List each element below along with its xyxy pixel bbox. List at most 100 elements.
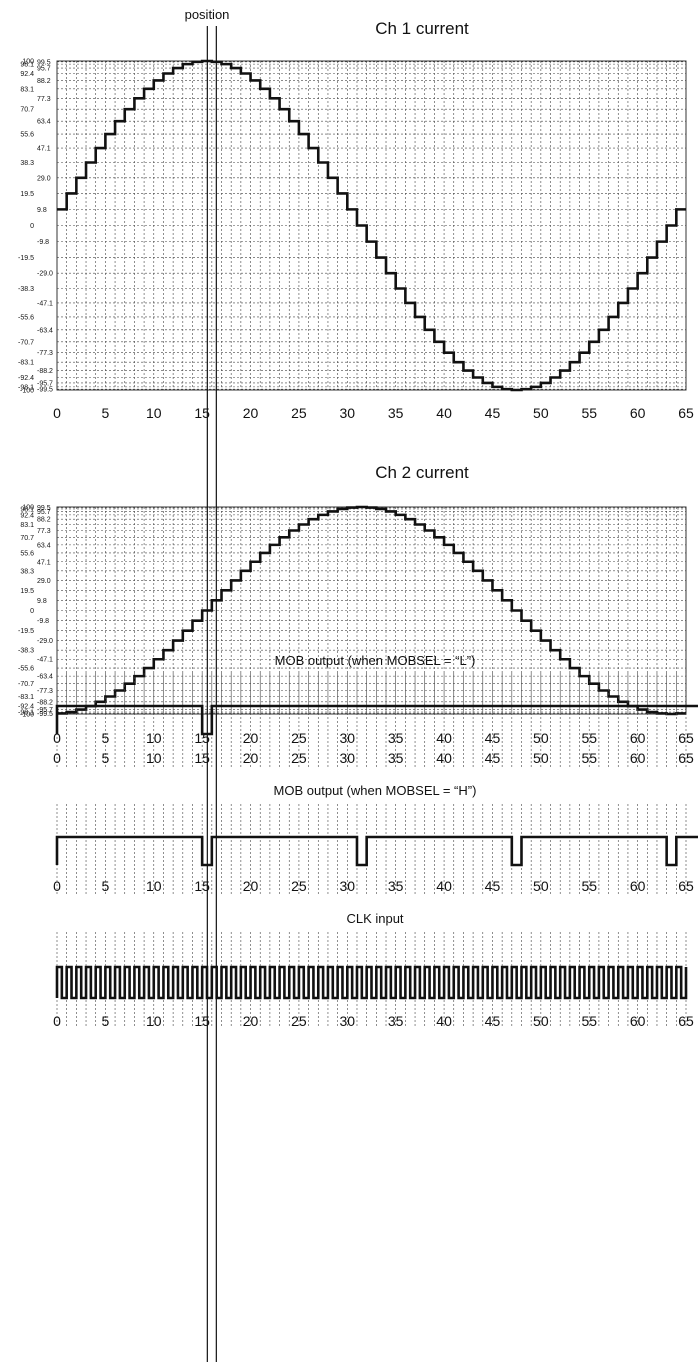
ch1-x-tick-label: 35 [388, 405, 404, 421]
ch2-y-tick-label: -70.7 [18, 681, 34, 688]
ch2-y-tick-label: 70.7 [20, 535, 34, 542]
ch2-y-tick-label: 9.8 [37, 598, 47, 605]
clk-x-tick-label: 40 [436, 1013, 452, 1029]
mob-output-l-panel: MOB output (when MOBSEL = “L”) 0 5 10 15 20 2… [53, 653, 698, 768]
ch1-y-tick-label: -88.2 [37, 368, 53, 375]
mob-l-x-tick-label: 40 [436, 750, 452, 766]
clk-input-panel: CLK input 0 5 10 15 20 25 30 35 40 45 50 55 60 65 [53, 911, 694, 1029]
mob-l-x-tick-label: 10 [146, 750, 162, 766]
ch1-x-tick-label: 65 [678, 405, 694, 421]
ch1-current-panel: Ch 1 current 10098.192.483.170.755.638.3… [18, 19, 694, 421]
ch2-y-tick-label: -47.1 [37, 657, 53, 664]
ch1-y-tick-label: -92.4 [18, 375, 34, 382]
mob-h-x-tick-label: 50 [533, 878, 549, 894]
ch1-y-tick-label: 92.4 [20, 71, 34, 78]
ch1-y-tick-label: -38.3 [18, 286, 34, 293]
clk-x-tick-label: 30 [340, 1013, 356, 1029]
ch1-y-tick-label: -55.6 [18, 314, 34, 321]
ch1-y-tick-label: 77.3 [37, 96, 51, 103]
mob-l-x-tick-label: 65 [678, 750, 694, 766]
ch2-y-tick-label: 38.3 [20, 568, 34, 575]
mob-h-x-tick-label: 20 [243, 878, 259, 894]
ch2-y-tick-label: -98.1 [18, 710, 34, 717]
ch1-y-tick-label: 100 [22, 59, 34, 66]
ch1-x-tick-label: 15 [194, 405, 210, 421]
ch2-y-tick-label: -99.5 [37, 711, 53, 718]
mob-h-x-tick-label: 35 [388, 878, 404, 894]
ch1-x-tick-label: 55 [581, 405, 597, 421]
ch2-y-tick-label: 95.7 [37, 509, 51, 516]
ch2-y-tick-label: -55.6 [18, 666, 34, 673]
clk-x-tick-label: 35 [388, 1013, 404, 1029]
ch2-y-tick-label: 47.1 [37, 559, 51, 566]
clk-x-tick-label: 45 [485, 1013, 501, 1029]
ch1-y-tick-label: 55.6 [20, 132, 34, 139]
mob-h-x-tick-label: 10 [146, 878, 162, 894]
ch1-x-tick-label: 40 [436, 405, 452, 421]
ch2-y-tick-label: 63.4 [37, 542, 51, 549]
clk-x-tick-label: 50 [533, 1013, 549, 1029]
ch1-y-tick-label: 19.5 [20, 191, 34, 198]
mob-l-x-tick-label: 5 [101, 750, 109, 766]
ch2-y-tick-label: 100 [22, 505, 34, 512]
clk-x-tick-label: 55 [581, 1013, 597, 1029]
ch2-title: Ch 2 current [375, 463, 469, 482]
clk-x-tick-label: 65 [678, 1013, 694, 1029]
ch2-y-tick-label: -83.1 [18, 694, 34, 701]
mob-l-x-tick-label: 25 [291, 750, 307, 766]
ch1-y-tick-label: 29.0 [37, 175, 51, 182]
ch1-y-tick-label: -100 [20, 388, 34, 395]
ch1-y-tick-label: -83.1 [18, 360, 34, 367]
mob-l-x-tick-label: 0 [53, 750, 61, 766]
clk-x-tick-label: 60 [630, 1013, 646, 1029]
ch1-y-tick-label: -47.1 [37, 300, 53, 307]
position-label: position [185, 7, 230, 22]
ch1-y-tick-label: 98.1 [20, 62, 34, 69]
clk-x-tick-label: 20 [243, 1013, 259, 1029]
mob-h-title: MOB output (when MOBSEL = “H”) [274, 783, 477, 798]
ch1-x-tick-label: 50 [533, 405, 549, 421]
ch1-y-tick-label: 38.3 [20, 160, 34, 167]
ch1-waveform [57, 59, 686, 392]
mob-h-x-tick-label: 45 [485, 878, 501, 894]
ch2-y-tick-label: 83.1 [20, 522, 34, 529]
clk-x-tick-label: 0 [53, 1013, 61, 1029]
ch2-y-tick-label: 77.3 [37, 528, 51, 535]
ch1-y-tick-label: -63.4 [37, 327, 53, 334]
mob-h-x-tick-label: 15 [194, 878, 210, 894]
mob-h-x-tick-label: 5 [101, 878, 109, 894]
ch1-y-tick-label: 95.7 [37, 66, 51, 73]
ch2-y-tick-label: -63.4 [37, 674, 53, 681]
ch2-y-tick-label: -100 [20, 712, 34, 719]
ch2-y-tick-label: -92.4 [18, 704, 34, 711]
ch1-y-tick-label: 83.1 [20, 86, 34, 93]
ch1-y-tick-label: 0 [30, 223, 34, 230]
ch2-y-tick-label: 99.5 [37, 505, 51, 512]
ch1-plot-frame [56, 60, 687, 391]
mob-h-x-tick-label: 60 [630, 878, 646, 894]
ch2-y-tick-label: -29.0 [37, 638, 53, 645]
ch1-x-tick-label: 25 [291, 405, 307, 421]
ch1-y-tick-label: -19.5 [18, 255, 34, 262]
ch1-x-tick-label: 20 [243, 405, 259, 421]
mob-l-title: MOB output (when MOBSEL = “L”) [275, 653, 476, 668]
mob-h-x-tick-label: 25 [291, 878, 307, 894]
mob-l-x-tick-label: 60 [630, 750, 646, 766]
ch2-y-tick-label: 0 [30, 608, 34, 615]
ch2-y-tick-label: 88.2 [37, 517, 51, 524]
mob-h-x-tick-label: 55 [581, 878, 597, 894]
ch2-y-tick-label: 29.0 [37, 578, 51, 585]
ch1-y-tick-label: 63.4 [37, 119, 51, 126]
ch1-y-tick-label: -70.7 [18, 339, 34, 346]
mob-l-x-tick-label: 20 [243, 750, 259, 766]
ch2-y-tick-label: -88.2 [37, 699, 53, 706]
ch2-waveform [57, 505, 686, 716]
ch1-x-tick-label: 10 [146, 405, 162, 421]
mob-h-x-tick-label: 40 [436, 878, 452, 894]
clk-waveform [55, 965, 688, 1000]
ch1-y-tick-label: -98.1 [18, 384, 34, 391]
clk-x-tick-label: 10 [146, 1013, 162, 1029]
ch2-y-tick-label: -38.3 [18, 648, 34, 655]
ch1-y-tick-label: 88.2 [37, 78, 51, 85]
